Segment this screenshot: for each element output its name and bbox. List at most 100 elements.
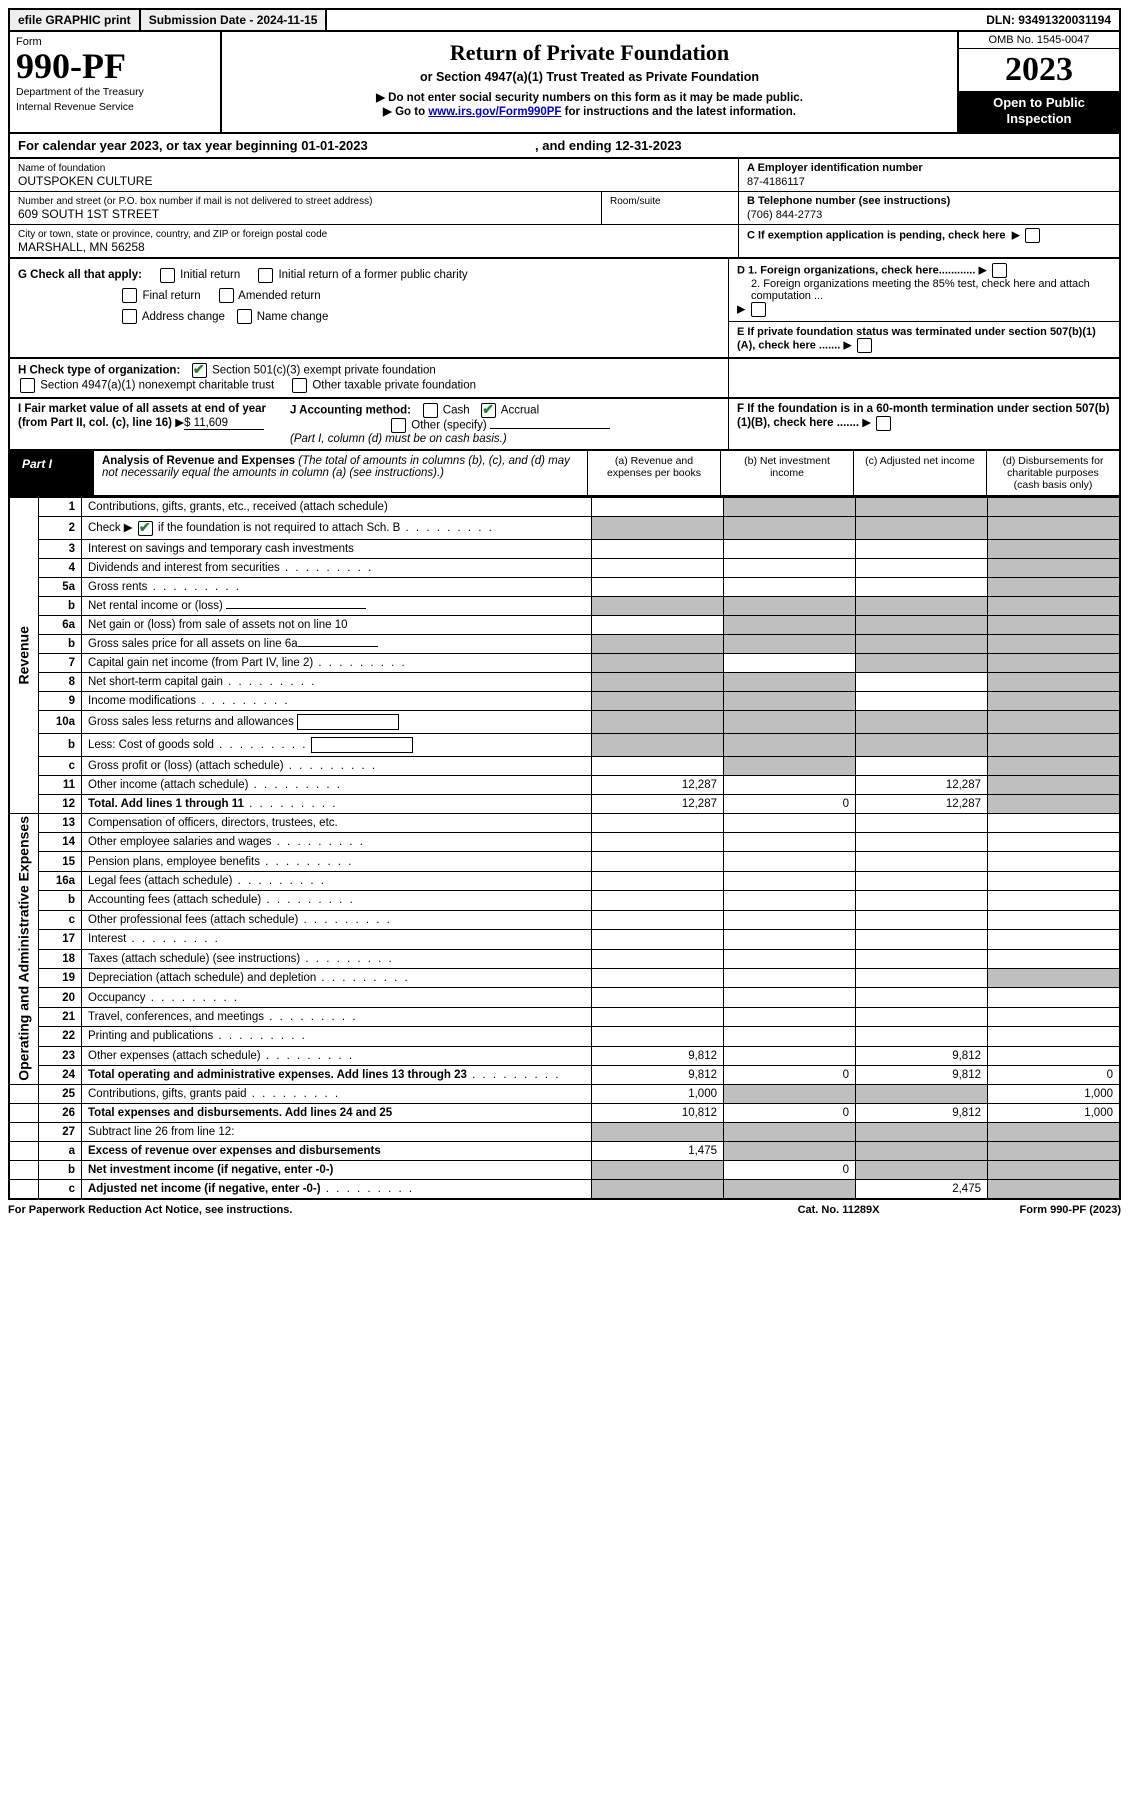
ein-cell: A Employer identification number 87-4186… xyxy=(739,159,1119,192)
col-c-header: (c) Adjusted net income xyxy=(853,451,986,495)
d1-cell: D 1. Foreign organizations, check here..… xyxy=(729,259,1119,322)
form-number: 990-PF xyxy=(16,48,214,84)
form-title: Return of Private Foundation xyxy=(230,40,949,66)
e-cell: E If private foundation status was termi… xyxy=(729,322,1119,357)
table-row: aExcess of revenue over expenses and dis… xyxy=(9,1142,1120,1161)
table-row: bNet rental income or (loss) xyxy=(9,596,1120,615)
table-row: 4Dividends and interest from securities xyxy=(9,558,1120,577)
table-row: 10aGross sales less returns and allowanc… xyxy=(9,710,1120,733)
checkbox-d1[interactable] xyxy=(992,263,1007,278)
table-row: 16aLegal fees (attach schedule) xyxy=(9,871,1120,890)
checkbox-d2[interactable] xyxy=(751,302,766,317)
table-row: cAdjusted net income (if negative, enter… xyxy=(9,1180,1120,1200)
f-cell: F If the foundation is in a 60-month ter… xyxy=(729,399,1119,449)
checkbox-4947a1[interactable] xyxy=(20,378,35,393)
part-1-table: Revenue 1Contributions, gifts, grants, e… xyxy=(8,497,1121,1200)
form990pf-link[interactable]: www.irs.gov/Form990PF xyxy=(428,106,561,118)
table-row: 12Total. Add lines 1 through 1112,287012… xyxy=(9,794,1120,813)
form-header: Form 990-PF Department of the Treasury I… xyxy=(8,32,1121,134)
checkbox-c[interactable] xyxy=(1025,228,1040,243)
table-row: 9Income modifications xyxy=(9,691,1120,710)
efile-print-button[interactable]: efile GRAPHIC print xyxy=(10,10,141,30)
table-row: bNet investment income (if negative, ent… xyxy=(9,1161,1120,1180)
table-row: Revenue 1Contributions, gifts, grants, e… xyxy=(9,498,1120,517)
table-row: 22Printing and publications xyxy=(9,1027,1120,1046)
table-row: bGross sales price for all assets on lin… xyxy=(9,634,1120,653)
checkbox-amended-return[interactable] xyxy=(219,288,234,303)
checkbox-initial-former[interactable] xyxy=(258,268,273,283)
city-state-zip-cell: City or town, state or province, country… xyxy=(10,225,739,257)
table-row: 20Occupancy xyxy=(9,988,1120,1007)
foundation-name-cell: Name of foundation OUTSPOKEN CULTURE xyxy=(10,159,739,192)
checkbox-address-change[interactable] xyxy=(122,309,137,324)
table-row: 25Contributions, gifts, grants paid1,000… xyxy=(9,1085,1120,1104)
table-row: 26Total expenses and disbursements. Add … xyxy=(9,1104,1120,1123)
table-row: 11Other income (attach schedule)12,28712… xyxy=(9,775,1120,794)
checkbox-name-change[interactable] xyxy=(237,309,252,324)
header-bullet-2: ▶ Go to www.irs.gov/Form990PF for instru… xyxy=(230,104,949,118)
table-row: 7Capital gain net income (from Part IV, … xyxy=(9,653,1120,672)
col-b-header: (b) Net investment income xyxy=(720,451,853,495)
checkbox-final-return[interactable] xyxy=(122,288,137,303)
table-row: 23Other expenses (attach schedule)9,8129… xyxy=(9,1046,1120,1065)
table-row: 5aGross rents xyxy=(9,577,1120,596)
table-row: 15Pension plans, employee benefits xyxy=(9,852,1120,871)
checkbox-501c3[interactable] xyxy=(192,363,207,378)
table-row: 19Depreciation (attach schedule) and dep… xyxy=(9,968,1120,987)
table-row: 17Interest xyxy=(9,930,1120,949)
room-suite-cell: Room/suite xyxy=(601,192,738,224)
checkbox-initial-return[interactable] xyxy=(160,268,175,283)
table-row: Operating and Administrative Expenses 13… xyxy=(9,813,1120,832)
table-row: 14Other employee salaries and wages xyxy=(9,833,1120,852)
table-row: bLess: Cost of goods sold xyxy=(9,733,1120,756)
open-to-public: Open to PublicInspection xyxy=(959,91,1119,132)
form-subtitle: or Section 4947(a)(1) Trust Treated as P… xyxy=(230,70,949,84)
col-d-header: (d) Disbursements for charitable purpose… xyxy=(986,451,1119,495)
exemption-pending-cell: C If exemption application is pending, c… xyxy=(739,225,1119,246)
omb-number: OMB No. 1545-0047 xyxy=(959,32,1119,49)
checkbox-accrual[interactable] xyxy=(481,403,496,418)
h-row: H Check type of organization: Section 50… xyxy=(8,359,1121,399)
table-row: cOther professional fees (attach schedul… xyxy=(9,910,1120,929)
table-row: 21Travel, conferences, and meetings xyxy=(9,1007,1120,1026)
table-row: bAccounting fees (attach schedule) xyxy=(9,891,1120,910)
part-1-header: Part I Analysis of Revenue and Expenses … xyxy=(8,451,1121,497)
e-row-right xyxy=(729,359,1119,397)
checkbox-other-taxable[interactable] xyxy=(292,378,307,393)
telephone-cell: B Telephone number (see instructions) (7… xyxy=(739,192,1119,225)
table-row: 18Taxes (attach schedule) (see instructi… xyxy=(9,949,1120,968)
checkbox-sch-b[interactable] xyxy=(138,521,153,536)
checkbox-other-method[interactable] xyxy=(391,418,406,433)
expenses-side-label: Operating and Administrative Expenses xyxy=(9,813,39,1085)
identity-section: Name of foundation OUTSPOKEN CULTURE Num… xyxy=(8,159,1121,259)
dept-treasury: Department of the Treasury xyxy=(16,86,214,99)
paperwork-notice: For Paperwork Reduction Act Notice, see … xyxy=(8,1204,292,1216)
table-row: 2Check ▶ if the foundation is not requir… xyxy=(9,517,1120,539)
j-accounting-cell: J Accounting method: Cash Accrual Other … xyxy=(278,403,720,445)
street-address-cell: Number and street (or P.O. box number if… xyxy=(10,192,601,224)
top-bar: efile GRAPHIC print Submission Date - 20… xyxy=(8,8,1121,32)
g-checks: G Check all that apply: Initial return I… xyxy=(10,259,729,357)
col-a-header: (a) Revenue and expenses per books xyxy=(587,451,720,495)
checks-section: G Check all that apply: Initial return I… xyxy=(8,259,1121,359)
checkbox-f[interactable] xyxy=(876,416,891,431)
table-row: 24Total operating and administrative exp… xyxy=(9,1065,1120,1085)
table-row: 27Subtract line 26 from line 12: xyxy=(9,1123,1120,1142)
page-footer: For Paperwork Reduction Act Notice, see … xyxy=(8,1200,1121,1216)
irs-label: Internal Revenue Service xyxy=(16,101,214,114)
cat-number: Cat. No. 11289X xyxy=(798,1204,880,1216)
table-row: cGross profit or (loss) (attach schedule… xyxy=(9,756,1120,775)
revenue-side-label: Revenue xyxy=(9,498,39,813)
dln-label: DLN: 93491320031194 xyxy=(978,10,1119,30)
tax-year: 2023 xyxy=(959,49,1119,91)
table-row: 6aNet gain or (loss) from sale of assets… xyxy=(9,615,1120,634)
i-fmv-cell: I Fair market value of all assets at end… xyxy=(18,403,278,445)
part-1-label: Part I xyxy=(10,451,94,495)
table-row: 3Interest on savings and temporary cash … xyxy=(9,539,1120,558)
header-bullet-1: ▶ Do not enter social security numbers o… xyxy=(230,90,949,104)
table-row: 8Net short-term capital gain xyxy=(9,672,1120,691)
checkbox-e[interactable] xyxy=(857,338,872,353)
checkbox-cash[interactable] xyxy=(423,403,438,418)
form-ref: Form 990-PF (2023) xyxy=(1020,1204,1121,1216)
ij-row: I Fair market value of all assets at end… xyxy=(8,399,1121,451)
